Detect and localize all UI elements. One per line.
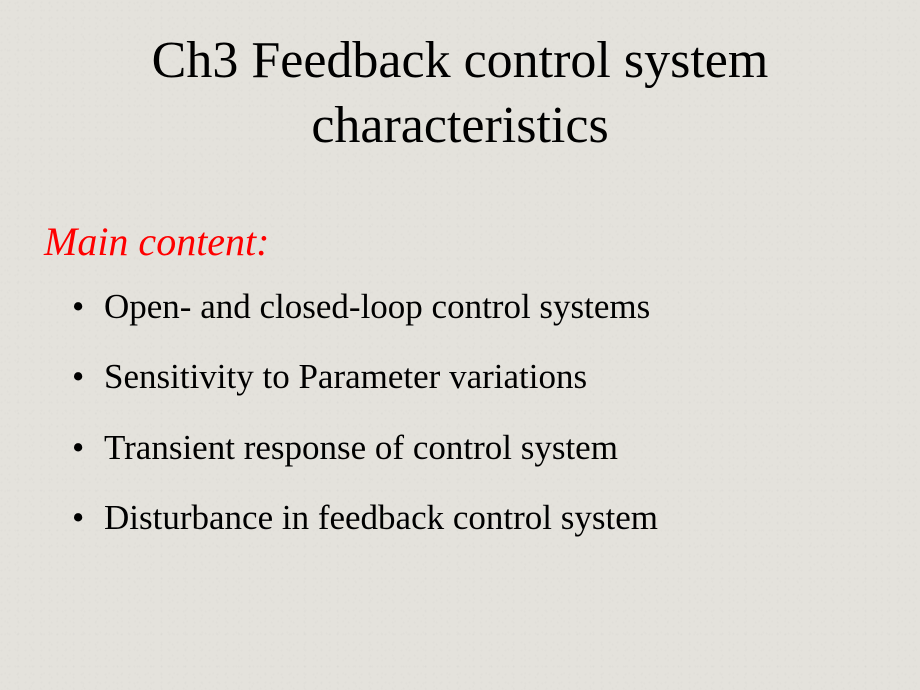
slide-title: Ch3 Feedback control system characterist… [50, 28, 870, 158]
title-line-2: characteristics [311, 97, 608, 154]
slide-container: Ch3 Feedback control system characterist… [0, 0, 920, 690]
bullet-list: Open- and closed-loop control systems Se… [50, 287, 870, 538]
list-item: Disturbance in feedback control system [104, 498, 870, 538]
list-item: Open- and closed-loop control systems [104, 287, 870, 327]
main-content-label: Main content: [44, 218, 870, 265]
list-item: Transient response of control system [104, 428, 870, 468]
title-line-1: Ch3 Feedback control system [152, 32, 769, 89]
list-item: Sensitivity to Parameter variations [104, 357, 870, 397]
